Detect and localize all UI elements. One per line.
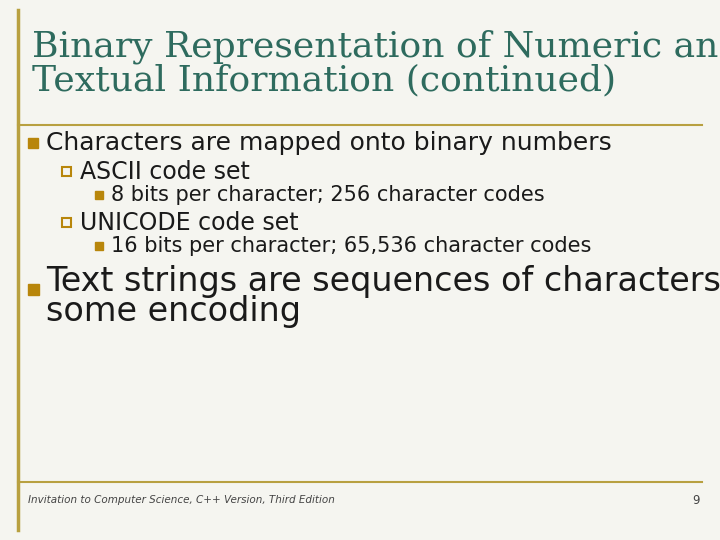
Text: UNICODE code set: UNICODE code set (80, 211, 299, 235)
Text: Textual Information (continued): Textual Information (continued) (32, 63, 616, 97)
Text: 8 bits per character; 256 character codes: 8 bits per character; 256 character code… (111, 185, 544, 205)
Text: Characters are mapped onto binary numbers: Characters are mapped onto binary number… (46, 131, 612, 155)
Bar (28, 284, 39, 295)
Bar (28, 138, 38, 148)
Bar (62, 167, 71, 176)
Text: 16 bits per character; 65,536 character codes: 16 bits per character; 65,536 character … (111, 236, 591, 256)
Text: Text strings are sequences of characters in: Text strings are sequences of characters… (46, 266, 720, 299)
Bar (62, 218, 71, 227)
Text: ASCII code set: ASCII code set (80, 160, 250, 184)
Text: some encoding: some encoding (46, 295, 301, 328)
Text: 9: 9 (693, 494, 700, 507)
Text: Binary Representation of Numeric and: Binary Representation of Numeric and (32, 30, 720, 64)
Bar (95, 242, 103, 250)
Bar (95, 191, 103, 199)
Text: Invitation to Computer Science, C++ Version, Third Edition: Invitation to Computer Science, C++ Vers… (28, 495, 335, 505)
